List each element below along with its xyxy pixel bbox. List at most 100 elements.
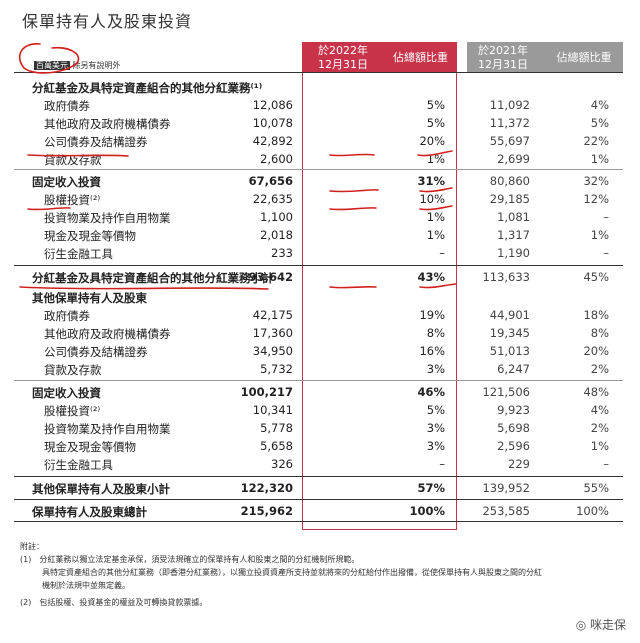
- row-label: 保單持有人及股東總計: [32, 505, 147, 519]
- value-2022: 100,217: [240, 385, 293, 399]
- row-label: 其他政府及政府機構債券: [44, 327, 171, 341]
- header-2021-date: 於2021年 12月31日: [478, 44, 528, 71]
- value-2021: 2,699: [497, 152, 530, 166]
- row-label: 其他政府及政府機構債券: [44, 117, 171, 131]
- table-row: 保單持有人及股東總計 215,962 100% 253,585 100%: [14, 502, 623, 520]
- table-row: 股權投資⁽²⁾ 22,635 10% 29,185 12%: [14, 190, 623, 208]
- row-rule: [14, 380, 623, 381]
- value-2022: 17,360: [252, 326, 293, 340]
- row-label: 現金及現金等價物: [44, 440, 136, 454]
- value-2022: 2,600: [260, 152, 293, 166]
- table-row: 政府債券 12,086 5% 11,092 4%: [14, 96, 623, 114]
- table-row: 公司債券及結構證券 42,892 20% 55,697 22%: [14, 132, 623, 150]
- row-label: 公司債券及結構證券: [44, 135, 148, 149]
- table-row: 其他保單持有人及股東小計 122,320 57% 139,952 55%: [14, 479, 623, 497]
- watermark: ◎ 咪走保: [575, 618, 626, 632]
- value-2022: 12,086: [252, 98, 293, 112]
- pct-2022: 43%: [417, 270, 445, 284]
- pct-2022: 31%: [417, 174, 445, 188]
- pct-2021: 1%: [590, 152, 609, 166]
- value-2021: 139,952: [482, 481, 530, 495]
- pct-2021: 1%: [590, 439, 609, 453]
- value-2021: 2,596: [497, 439, 530, 453]
- underline-20pct: [417, 150, 453, 157]
- value-2021: 9,923: [497, 403, 530, 417]
- row-label: 固定收入投資: [32, 175, 101, 189]
- row-label: 貸款及存款: [44, 153, 102, 167]
- value-2021: 1,081: [497, 210, 530, 224]
- table-row: 其他政府及政府機構債券 17,360 8% 19,345 8%: [14, 324, 623, 342]
- pct-2022: 3%: [426, 439, 445, 453]
- row-label: 貸款及存款: [44, 363, 102, 377]
- pct-2022: 5%: [426, 116, 445, 130]
- header-2021-band: [467, 42, 623, 72]
- header-2022-date: 於2022年 12月31日: [318, 44, 368, 71]
- underline-42892: [329, 153, 375, 157]
- pct-2022: 1%: [426, 210, 445, 224]
- value-2022: 10,078: [252, 116, 293, 130]
- underline-31pct: [419, 187, 453, 193]
- value-2022: 67,656: [248, 174, 293, 188]
- pct-2021: 32%: [583, 174, 609, 188]
- value-2022: 22,635: [252, 192, 293, 206]
- pct-2022: –: [439, 246, 445, 260]
- table-row: 公司債券及結構證券 34,950 16% 51,013 20%: [14, 342, 623, 360]
- header-rule: [14, 72, 623, 73]
- value-2021: 121,506: [482, 385, 530, 399]
- row-label: 衍生金融工具: [44, 458, 113, 472]
- pct-2021: –: [603, 210, 609, 224]
- header-2022-band: [302, 42, 457, 72]
- table-row: 分紅基金及具特定資產組合的其他分紅業務小計 93,642 43% 113,633 45%: [14, 268, 623, 286]
- pct-2021: 45%: [583, 270, 609, 284]
- value-2022: 2,018: [260, 228, 293, 242]
- table-row: 衍生金融工具 233 – 1,190 –: [14, 244, 623, 262]
- row-label: 分紅基金及具特定資產組合的其他分紅業務⁽¹⁾: [32, 81, 263, 95]
- value-2021: 253,585: [482, 504, 530, 518]
- pct-2022: 5%: [426, 98, 445, 112]
- row-label: 其他保單持有人及股東小計: [32, 482, 170, 496]
- value-2021: 5,698: [497, 421, 530, 435]
- value-2021: 1,190: [497, 246, 530, 260]
- pct-2021: 22%: [583, 134, 609, 148]
- value-2022: 93,642: [248, 270, 293, 284]
- underline-10pct: [419, 205, 453, 211]
- header-2022-pct: 佔總額比重: [393, 51, 448, 64]
- table-row: 貸款及存款 2,600 1% 2,699 1%: [14, 150, 623, 168]
- value-2021: 51,013: [489, 344, 530, 358]
- table-row: 投資物業及持作自用物業 1,100 1% 1,081 –: [14, 208, 623, 226]
- value-2022: 10,341: [252, 403, 293, 417]
- pct-2021: 2%: [590, 421, 609, 435]
- pct-2022: 3%: [426, 421, 445, 435]
- value-2021: 55,697: [489, 134, 530, 148]
- underline-corporate-bonds: [27, 154, 129, 157]
- row-label: 現金及現金等價物: [44, 229, 136, 243]
- value-2022: 5,732: [260, 362, 293, 376]
- notes-heading: 附註：: [20, 542, 44, 551]
- table-row: 股權投資⁽²⁾ 10,341 5% 9,923 4%: [14, 401, 623, 419]
- value-2021: 6,247: [497, 362, 530, 376]
- row-label: 衍生金融工具: [44, 247, 113, 261]
- row-label: 固定收入投資: [32, 386, 101, 400]
- pct-2021: –: [603, 246, 609, 260]
- unit-label: 百萬美元 除另有說明外: [34, 60, 121, 71]
- pct-2021: 12%: [583, 192, 609, 206]
- value-2022: 42,892: [252, 134, 293, 148]
- row-label: 分紅基金及具特定資產組合的其他分紅業務小計: [32, 271, 274, 285]
- row-label: 其他保單持有人及股東: [32, 291, 147, 305]
- pct-2021: 20%: [583, 344, 609, 358]
- value-2021: 19,345: [489, 326, 530, 340]
- note-2: (2) 包括股權、投資基金的權益及可轉換貸款票據。: [20, 598, 208, 607]
- table-row: 其他政府及政府機構債券 10,078 5% 11,372 5%: [14, 114, 623, 132]
- value-2022: 42,175: [252, 308, 293, 322]
- pct-2022: 19%: [419, 308, 445, 322]
- value-2021: 80,860: [489, 174, 530, 188]
- value-2022: 5,778: [260, 421, 293, 435]
- value-2021: 11,092: [489, 98, 530, 112]
- value-2022: 34,950: [252, 344, 293, 358]
- value-2022: 122,320: [240, 481, 293, 495]
- pct-2022: 57%: [417, 481, 445, 495]
- pct-2022: 46%: [417, 385, 445, 399]
- table-row: 現金及現金等價物 5,658 3% 2,596 1%: [14, 437, 623, 455]
- row-label: 投資物業及持作自用物業: [44, 211, 171, 225]
- underline-22635: [329, 207, 377, 211]
